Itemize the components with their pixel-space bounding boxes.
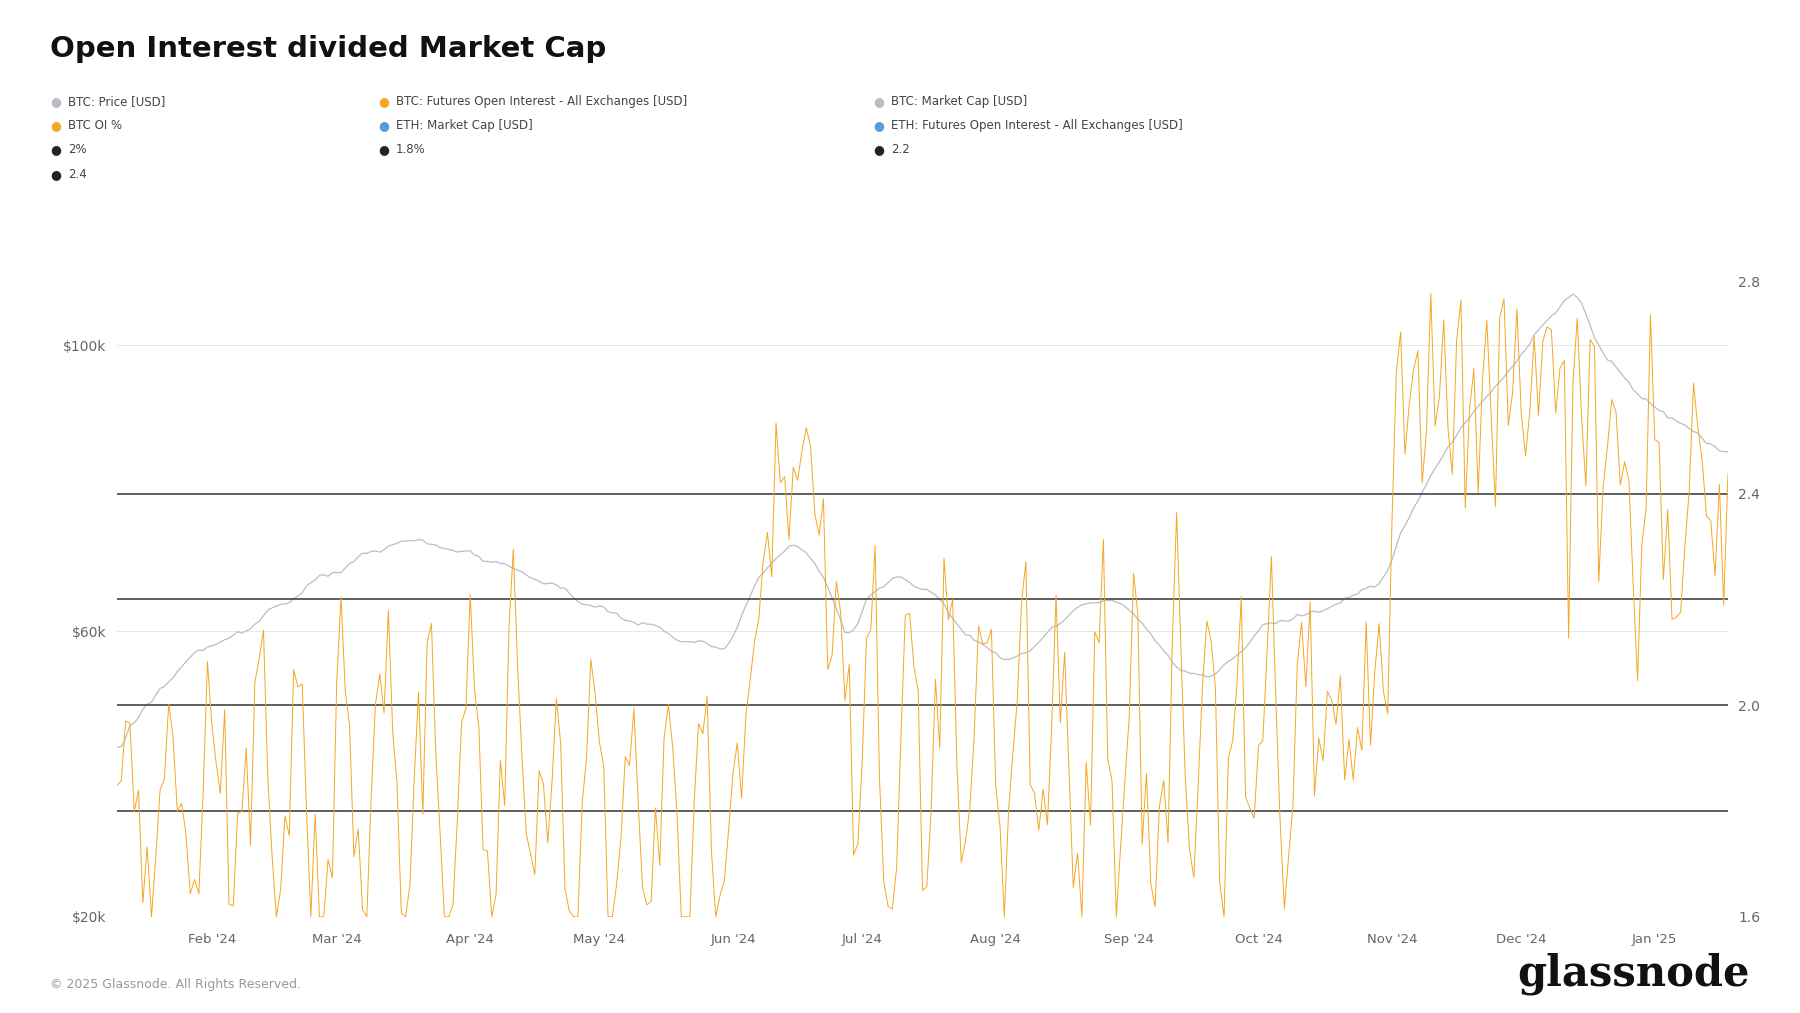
Text: BTC: Price [USD]: BTC: Price [USD] [68,95,166,107]
Text: © 2025 Glassnode. All Rights Reserved.: © 2025 Glassnode. All Rights Reserved. [50,978,301,991]
Text: ●: ● [873,95,884,107]
Text: BTC: Futures Open Interest - All Exchanges [USD]: BTC: Futures Open Interest - All Exchang… [396,95,688,107]
Text: ETH: Market Cap [USD]: ETH: Market Cap [USD] [396,120,533,132]
Text: Open Interest divided Market Cap: Open Interest divided Market Cap [50,35,607,64]
Text: ●: ● [378,120,389,132]
Text: BTC: Market Cap [USD]: BTC: Market Cap [USD] [891,95,1028,107]
Text: 2.2: 2.2 [891,144,909,156]
Text: ●: ● [50,95,61,107]
Text: ●: ● [378,95,389,107]
Text: ●: ● [378,144,389,156]
Text: 2.4: 2.4 [68,168,86,180]
Text: 2%: 2% [68,144,86,156]
Text: ●: ● [50,168,61,180]
Text: glassnode: glassnode [1517,952,1750,995]
Text: 1.8%: 1.8% [396,144,427,156]
Text: ETH: Futures Open Interest - All Exchanges [USD]: ETH: Futures Open Interest - All Exchang… [891,120,1183,132]
Text: ●: ● [50,120,61,132]
Text: BTC OI %: BTC OI % [68,120,122,132]
Text: ●: ● [50,144,61,156]
Text: ●: ● [873,144,884,156]
Text: ●: ● [873,120,884,132]
